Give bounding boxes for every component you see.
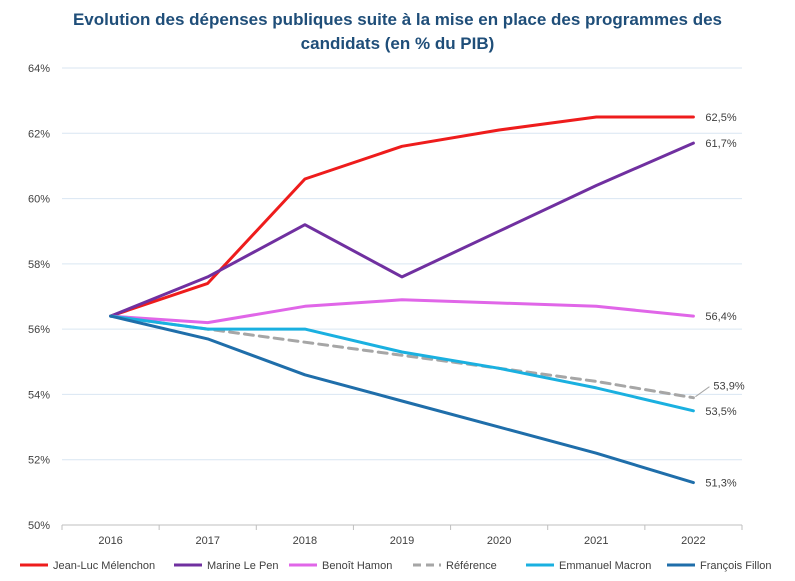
series-line (109, 115, 695, 318)
data-label: 56,4% (705, 311, 736, 323)
y-tick-label: 60% (28, 194, 50, 206)
x-tick-label: 2017 (195, 535, 219, 547)
chart-title-line-1: Evolution des dépenses publiques suite à… (72, 10, 723, 29)
legend-label: Jean-Luc Mélenchon (53, 560, 155, 572)
series-line (109, 298, 695, 325)
x-tick-label: 2021 (584, 535, 608, 547)
data-label: 61,7% (705, 138, 736, 150)
y-tick-label: 64% (28, 63, 50, 75)
series-line (109, 141, 695, 318)
legend: Jean-Luc Mélenchon Marine Le Pen Benoît Ha… (20, 560, 772, 572)
x-tick-label: 2016 (98, 535, 122, 547)
x-axis: 2016 2017 2018 2019 2020 2021 2022 (61, 525, 743, 547)
y-tick-label: 62% (28, 128, 50, 140)
y-tick-label: 58% (28, 259, 50, 271)
y-axis: 50% 52% 54% 56% 58% 60% 62% 64% (28, 63, 50, 532)
series-lines (109, 115, 695, 485)
legend-label: Marine Le Pen (207, 560, 279, 572)
series-line (109, 314, 695, 485)
legend-label: Référence (446, 560, 497, 572)
data-label: 62,5% (705, 112, 736, 124)
y-tick-label: 52% (28, 455, 50, 467)
y-tick-label: 50% (28, 520, 50, 532)
x-tick-label: 2019 (390, 535, 414, 547)
chart-title-line-2: candidats (en % du PIB) (300, 34, 495, 53)
data-label: 53,5% (705, 406, 736, 418)
gridlines (62, 67, 742, 526)
y-tick-label: 56% (28, 324, 50, 336)
chart-title: Evolution des dépenses publiques suite à… (40, 8, 755, 56)
legend-label: Emmanuel Macron (559, 560, 651, 572)
y-tick-label: 54% (28, 389, 50, 401)
x-tick-label: 2018 (293, 535, 317, 547)
data-label: 51,3% (705, 478, 736, 490)
legend-label: François Fillon (700, 560, 772, 572)
end-labels: 62,5% 61,7% 56,4% 53,9% 53,5% 51,3% (695, 112, 745, 490)
leader-line (695, 386, 710, 398)
legend-label: Benoît Hamon (322, 560, 392, 572)
x-tick-label: 2020 (487, 535, 511, 547)
series-line (109, 314, 695, 413)
data-label: 53,9% (713, 381, 744, 393)
x-tick-label: 2022 (681, 535, 705, 547)
